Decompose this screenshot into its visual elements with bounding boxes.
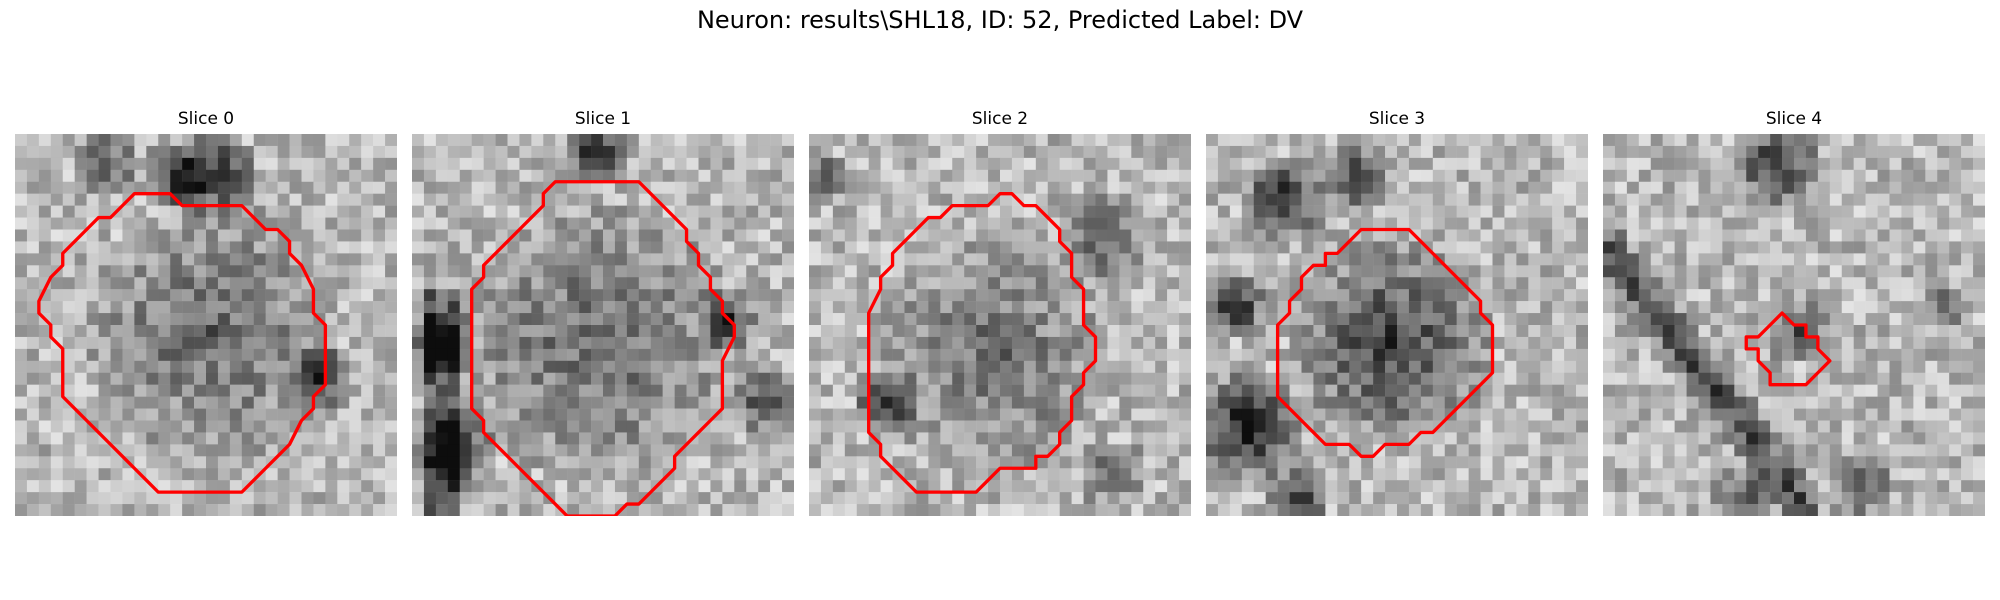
slice-image: [15, 134, 397, 516]
neuron-contour: [470, 180, 736, 516]
slice-title: Slice 0: [177, 109, 235, 129]
neuron-contour: [1744, 311, 1832, 387]
slice-image: [1603, 134, 1985, 516]
neuron-contour: [867, 192, 1098, 494]
slice-panel-0: Slice 0: [15, 108, 397, 516]
slice-image: [809, 134, 1191, 516]
neuron-contour: [37, 192, 328, 494]
slice-title: Slice 3: [1368, 109, 1426, 129]
slice-image: [1206, 134, 1588, 516]
neuron-contour: [1275, 227, 1495, 458]
slice-panel-2: Slice 2: [809, 108, 1191, 516]
slice-title: Slice 4: [1765, 109, 1823, 129]
slice-panel-3: Slice 3: [1206, 108, 1588, 516]
figure-title: Neuron: results\SHL18, ID: 52, Predicted…: [696, 6, 1304, 34]
slice-title: Slice 1: [574, 109, 632, 129]
slice-image: [412, 134, 794, 516]
slice-title: Slice 2: [971, 109, 1029, 129]
slice-panel-1: Slice 1: [412, 108, 794, 516]
slice-panel-4: Slice 4: [1603, 108, 1985, 516]
